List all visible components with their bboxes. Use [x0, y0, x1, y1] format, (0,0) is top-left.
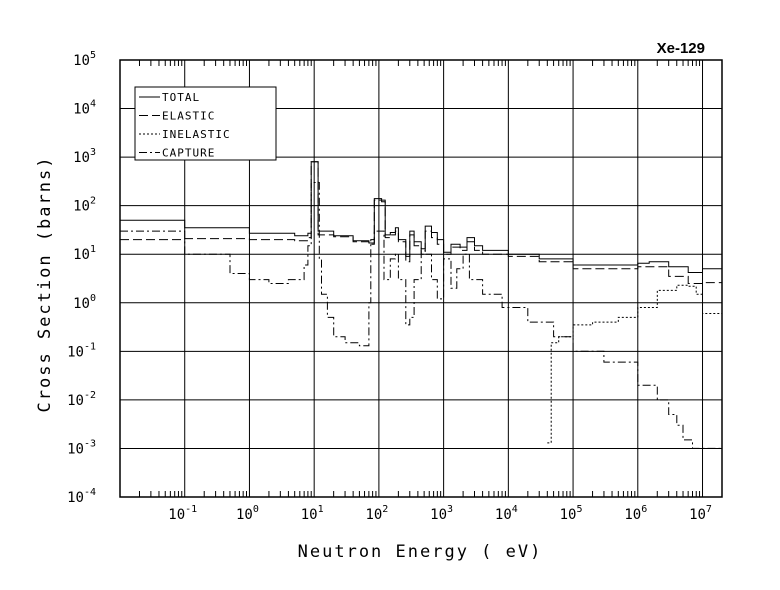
y-tick-label: 10-3 — [67, 438, 96, 457]
y-tick-base: 10 — [67, 344, 84, 360]
y-tick-exponent: -4 — [84, 487, 96, 498]
x-tick-exponent: 3 — [447, 504, 453, 515]
series-line-elastic — [120, 161, 722, 284]
y-tick-base: 10 — [67, 441, 84, 457]
x-tick-exponent: 2 — [382, 504, 388, 515]
y-tick-exponent: 3 — [90, 147, 96, 158]
x-tick-labels: 10-1 100 101 102 103 104 105 106 107 — [168, 504, 712, 523]
x-tick-exponent: -1 — [185, 504, 197, 515]
legend-label-inelastic: INELASTIC — [162, 128, 231, 141]
x-tick-exponent: 7 — [706, 504, 712, 515]
legend-box — [134, 86, 277, 161]
y-tick-base: 10 — [73, 53, 90, 69]
x-tick-base: 10 — [560, 507, 577, 523]
x-tick-base: 10 — [689, 507, 706, 523]
x-tick-exponent: 0 — [253, 504, 259, 515]
x-tick-base: 10 — [168, 507, 185, 523]
y-tick-exponent: -3 — [84, 438, 96, 449]
x-tick-exponent: 5 — [576, 504, 582, 515]
x-tick-exponent: 6 — [641, 504, 647, 515]
x-tick-exponent: 1 — [318, 504, 324, 515]
y-tick-base: 10 — [73, 199, 90, 215]
x-tick-label: 107 — [689, 504, 712, 523]
x-tick-label: 104 — [495, 504, 518, 523]
y-tick-exponent: -1 — [84, 341, 96, 352]
y-tick-label: 10-2 — [67, 390, 96, 409]
y-tick-label: 101 — [73, 244, 96, 263]
series-line-inelastic — [547, 284, 722, 444]
x-tick-label: 102 — [365, 504, 388, 523]
chart-title: Xe-129 — [657, 40, 705, 57]
y-tick-label: 104 — [73, 99, 96, 118]
x-tick-base: 10 — [624, 507, 641, 523]
x-tick-base: 10 — [495, 507, 512, 523]
legend: TOTAL ELASTIC INELASTIC CAPTURE — [134, 86, 277, 161]
y-tick-label: 100 — [73, 293, 96, 312]
y-tick-base: 10 — [73, 102, 90, 118]
series-layer — [120, 161, 722, 449]
y-tick-label: 102 — [73, 196, 96, 215]
y-tick-exponent: 2 — [90, 196, 96, 207]
x-tick-exponent: 4 — [512, 504, 518, 515]
y-tick-label: 10-4 — [67, 487, 96, 506]
y-tick-base: 10 — [67, 393, 84, 409]
plot-frame — [119, 59, 723, 498]
y-tick-exponent: 4 — [90, 99, 96, 110]
x-axis-title: Neutron Energy ( eV) — [298, 542, 543, 562]
x-tick-base: 10 — [430, 507, 447, 523]
y-tick-label: 10-1 — [67, 341, 96, 360]
legend-label-total: TOTAL — [162, 91, 200, 104]
x-tick-label: 103 — [430, 504, 453, 523]
x-tick-label: 105 — [560, 504, 583, 523]
y-tick-exponent: -2 — [84, 390, 96, 401]
x-tick-label: 100 — [236, 504, 259, 523]
x-tick-base: 10 — [365, 507, 382, 523]
x-tick-base: 10 — [236, 507, 253, 523]
legend-label-elastic: ELASTIC — [162, 110, 215, 123]
x-tick-label: 101 — [301, 504, 324, 523]
x-tick-label: 106 — [624, 504, 647, 523]
legend-label-capture: CAPTURE — [162, 147, 215, 160]
y-axis-title: Cross Section (barns) — [35, 156, 55, 413]
y-tick-exponent: 0 — [90, 293, 96, 304]
y-tick-exponent: 1 — [90, 244, 96, 255]
y-tick-base: 10 — [73, 150, 90, 166]
y-tick-base: 10 — [73, 247, 90, 263]
x-tick-label: 10-1 — [168, 504, 197, 523]
series-line-capture — [120, 182, 722, 449]
y-tick-base: 10 — [67, 490, 84, 506]
y-tick-label: 103 — [73, 147, 96, 166]
y-tick-exponent: 5 — [90, 50, 96, 61]
y-tick-label: 105 — [73, 50, 96, 69]
x-tick-base: 10 — [301, 507, 318, 523]
y-tick-base: 10 — [73, 296, 90, 312]
